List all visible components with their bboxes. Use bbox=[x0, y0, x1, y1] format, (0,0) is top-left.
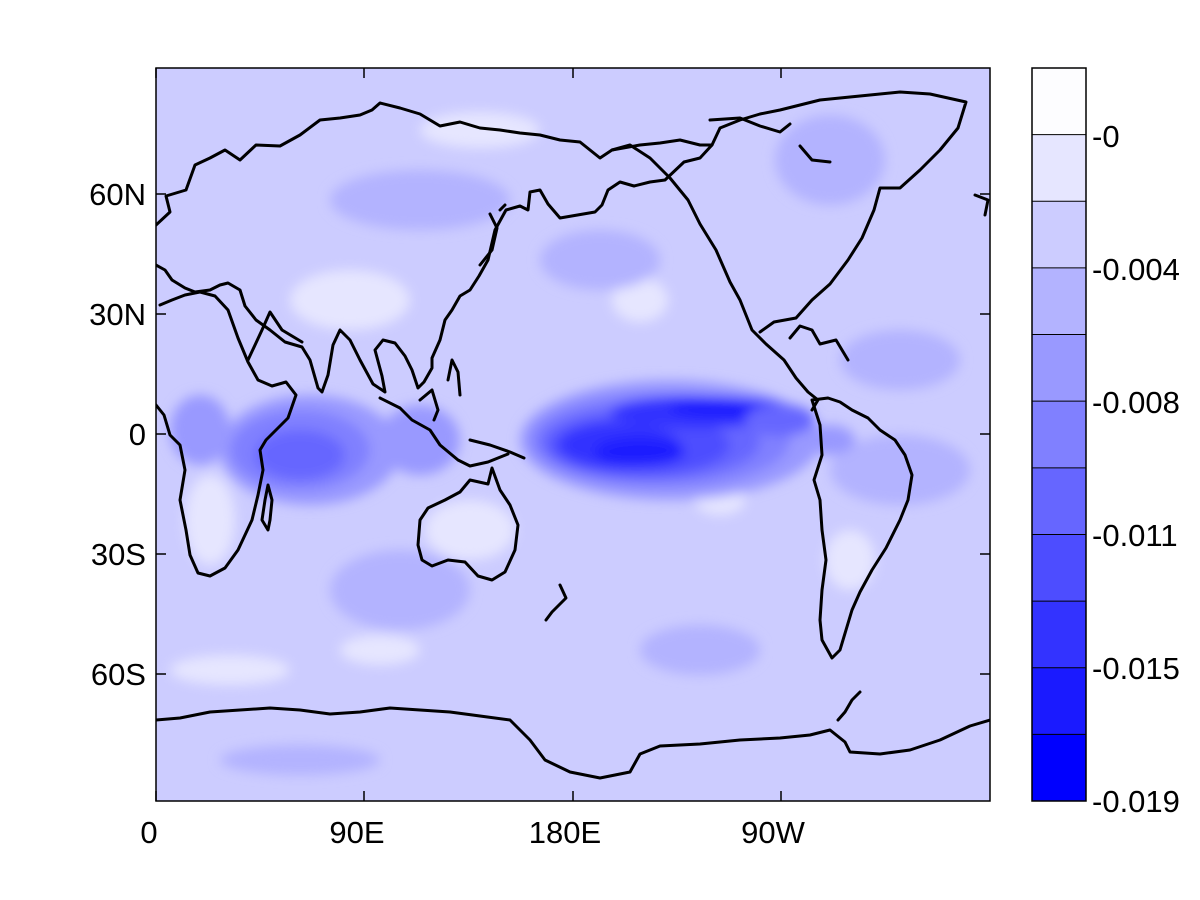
colorbar-label: -0.011 bbox=[1092, 518, 1178, 553]
colorbar: -0 -0.004 -0.008 -0.011 -0.015 -0.019 bbox=[1031, 67, 1180, 819]
x-tick-label: 180E bbox=[529, 815, 601, 850]
colorbar-box bbox=[1032, 68, 1086, 136]
x-tick-label: 0 bbox=[140, 815, 157, 850]
field-contours bbox=[170, 112, 970, 775]
colorbar-frame bbox=[1031, 67, 1087, 802]
colorbar-label: -0 bbox=[1092, 119, 1120, 154]
coastlines bbox=[156, 90, 990, 780]
colorbar-box bbox=[1032, 401, 1086, 469]
colorbar-box bbox=[1032, 134, 1086, 202]
colorbar-box bbox=[1032, 467, 1086, 535]
y-tick-label: 60S bbox=[91, 657, 146, 692]
colorbar-boxes bbox=[1032, 68, 1086, 802]
colorbar-label: -0.015 bbox=[1092, 651, 1180, 686]
colorbar-box bbox=[1032, 601, 1086, 669]
colorbar-label: -0.008 bbox=[1092, 385, 1180, 420]
x-tick-label: 90W bbox=[741, 815, 805, 850]
y-tick-label: 30S bbox=[91, 537, 146, 572]
y-axis-labels: 60N 30N 0 30S 60S bbox=[89, 177, 146, 692]
colorbar-box bbox=[1032, 667, 1086, 735]
colorbar-label: -0.019 bbox=[1092, 784, 1180, 819]
axis-ticks bbox=[155, 68, 990, 801]
map-panel bbox=[156, 68, 990, 801]
y-tick-label: 0 bbox=[129, 417, 146, 452]
colorbar-box bbox=[1032, 734, 1086, 802]
y-tick-label: 60N bbox=[89, 177, 146, 212]
y-tick-label: 30N bbox=[89, 297, 146, 332]
colorbar-box bbox=[1032, 534, 1086, 602]
colorbar-box bbox=[1032, 201, 1086, 269]
colorbar-box bbox=[1032, 267, 1086, 336]
colorbar-label: -0.004 bbox=[1092, 252, 1180, 287]
colorbar-box bbox=[1032, 334, 1086, 402]
x-axis-labels: 0 90E 180E 90W bbox=[140, 815, 805, 850]
x-tick-label: 90E bbox=[329, 815, 384, 850]
